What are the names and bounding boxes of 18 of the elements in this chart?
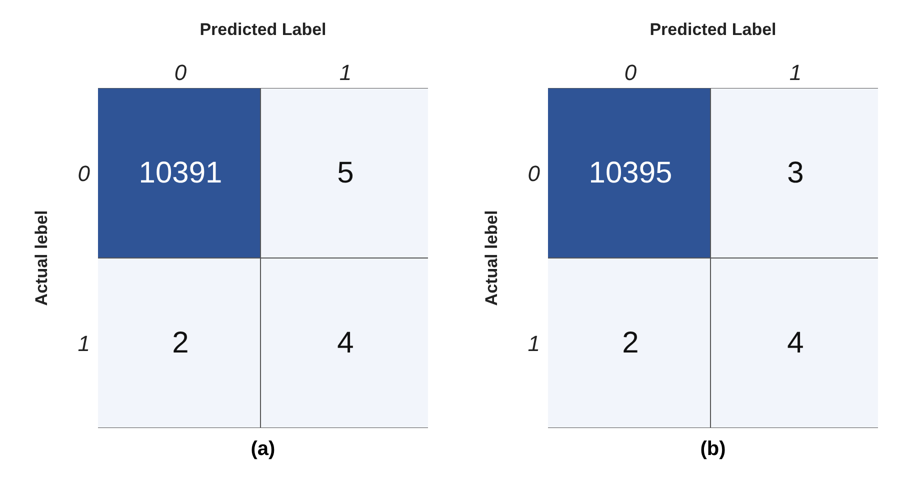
data-label: 5 bbox=[337, 156, 354, 190]
y-axis-title: Actual lebel bbox=[32, 210, 52, 306]
text: (a) bbox=[250, 438, 276, 461]
x-tick-label: 0 bbox=[624, 60, 638, 85]
y-axis-title: Actual lebel bbox=[482, 210, 502, 306]
x-axis-title: Predicted Label bbox=[200, 20, 326, 40]
data-label: 3 bbox=[787, 156, 804, 190]
x-axis-title: Predicted Label bbox=[650, 20, 776, 40]
data-label: 4 bbox=[337, 326, 354, 360]
data-label: 10391 bbox=[138, 156, 222, 190]
x-tick-label: 1 bbox=[339, 60, 352, 85]
data-label: 2 bbox=[172, 326, 189, 360]
data-label: 2 bbox=[622, 326, 639, 360]
text: (b) bbox=[699, 438, 727, 461]
data-label: 10395 bbox=[588, 156, 672, 190]
data-label: 4 bbox=[787, 326, 804, 360]
x-tick-label: 0 bbox=[174, 60, 188, 85]
x-tick-label: 1 bbox=[789, 60, 802, 85]
